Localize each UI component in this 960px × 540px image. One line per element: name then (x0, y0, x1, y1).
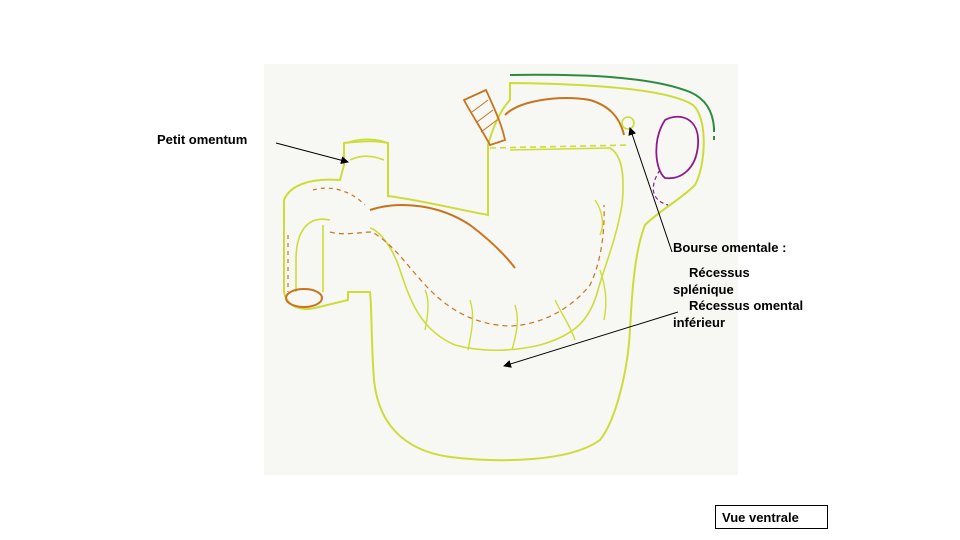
inferior-recess-dashed (329, 204, 605, 327)
view-label-box: Vue ventrale (715, 505, 828, 529)
arrow-petit-omentum (275, 142, 349, 165)
label-bourse-omentale: Bourse omentale : (673, 240, 787, 255)
arrow-recessus-inferieur (503, 311, 679, 368)
label-recessus-splenique-line2: splénique (673, 282, 734, 297)
esophagus-stripes (471, 99, 498, 133)
duodenum-outline (295, 218, 331, 292)
stomach-curvature (369, 97, 625, 269)
splenic-dashed-line (489, 144, 631, 149)
omental-folds (424, 199, 607, 351)
esophagus (462, 88, 507, 147)
splenic-recess-mark (621, 116, 635, 130)
spleen-dashed (652, 169, 669, 206)
label-petit-omentum: Petit omentum (157, 132, 248, 147)
duodenum-opening (285, 288, 323, 308)
dorsal-mesentery-line (509, 73, 715, 129)
label-recessus-inferieur: Récessus omental inférieur (673, 297, 803, 331)
spleen (655, 115, 699, 180)
label-recessus-inferieur-line2: inférieur (673, 315, 726, 330)
stomach-body-outline (369, 147, 624, 352)
label-recessus-splenique: Récessus splénique (673, 264, 750, 298)
arrow-recessus-splenique (628, 127, 673, 253)
label-recessus-inferieur-line1: Récessus omental (689, 298, 804, 313)
duodenum-dashed (287, 187, 366, 292)
label-recessus-splenique-line1: Récessus (689, 265, 750, 280)
omentum-outline (283, 81, 705, 462)
petit-omentum-strip (345, 138, 389, 161)
